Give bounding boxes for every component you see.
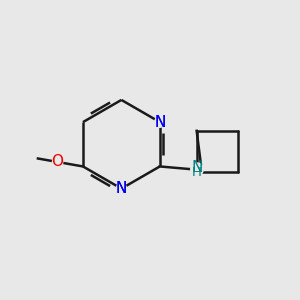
Circle shape bbox=[52, 157, 63, 167]
Text: N: N bbox=[116, 181, 127, 196]
Text: N: N bbox=[154, 115, 166, 130]
Text: N: N bbox=[191, 160, 203, 175]
Circle shape bbox=[154, 117, 165, 127]
Text: N: N bbox=[154, 115, 166, 130]
Circle shape bbox=[191, 163, 203, 175]
Circle shape bbox=[116, 184, 127, 194]
Text: N: N bbox=[116, 181, 127, 196]
Text: O: O bbox=[52, 154, 64, 169]
Text: H: H bbox=[192, 166, 202, 179]
